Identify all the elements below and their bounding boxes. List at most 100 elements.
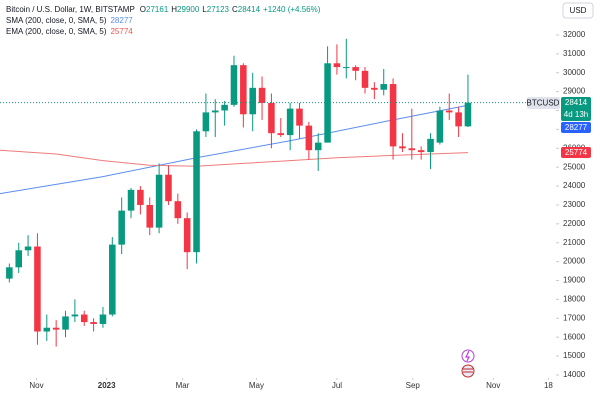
ohlc-value: 27123 — [207, 5, 230, 14]
y-tick-label: 29000 — [563, 87, 586, 96]
candle-body — [174, 201, 182, 219]
candle-body — [15, 250, 22, 268]
x-tick-label: Mar — [176, 381, 190, 390]
candle-body — [436, 110, 444, 143]
candle-body — [417, 150, 425, 153]
x-tick-label: Nov — [29, 381, 43, 390]
flag-icon[interactable] — [461, 364, 475, 378]
x-tick-label: Sep — [406, 381, 421, 390]
chart-title: Bitcoin / U.S. Dollar, 1W, BITSTAMP — [6, 5, 135, 14]
legend-value: 25774 — [110, 27, 133, 36]
ohlc-value: 29900 — [177, 5, 200, 14]
y-tick-label: 23000 — [563, 200, 586, 209]
candle-body — [109, 244, 116, 315]
candle-body — [127, 189, 135, 211]
candle-body — [43, 327, 51, 332]
legend-main: Bitcoin / U.S. Dollar, 1W, BITSTAMP O2716… — [6, 5, 321, 14]
currency-box[interactable] — [562, 2, 594, 19]
countdown: 4d 13h — [564, 110, 588, 119]
ohlc-label: L — [202, 5, 207, 14]
candle-body — [371, 87, 378, 90]
y-tick-label: 18000 — [563, 295, 586, 304]
candle-body — [296, 108, 303, 126]
candle-body — [445, 110, 453, 113]
price-box — [561, 97, 591, 121]
candle-body — [258, 87, 266, 103]
x-tick-label: Nov — [486, 381, 500, 390]
y-tick-label: 32000 — [563, 30, 586, 39]
candle-body — [240, 65, 247, 115]
candle-body — [455, 112, 462, 127]
sma-box — [561, 122, 591, 133]
symbol-box — [527, 97, 560, 109]
candle-body — [146, 204, 154, 228]
symbol: BTCUSD — [527, 99, 560, 108]
candle-body — [6, 267, 13, 279]
y-tick-label: 25000 — [563, 162, 586, 171]
x-tick-label: May — [249, 381, 264, 390]
candle-body — [343, 67, 350, 69]
ohlc-label: H — [171, 5, 177, 14]
candle-body — [333, 63, 341, 68]
candle-body — [62, 316, 69, 330]
candle-body — [380, 84, 388, 90]
legend-name: SMA (200, close, 0, SMA, 5) — [6, 16, 107, 25]
y-tick-label: 15000 — [563, 351, 586, 360]
candle-body — [352, 67, 359, 71]
y-tick-label: 20000 — [563, 257, 586, 266]
candle-body — [193, 131, 200, 253]
candle-body — [427, 138, 434, 153]
y-tick-label: 24000 — [563, 181, 586, 190]
ohlc-value: 27161 — [146, 5, 169, 14]
y-tick-label: 30000 — [563, 68, 586, 77]
candle-body — [71, 314, 79, 317]
event-icon-bolt — [465, 350, 470, 362]
price-label: 28414 — [565, 98, 588, 107]
legend-sma: SMA (200, close, 0, SMA, 5) 28277 — [6, 16, 133, 25]
y-tick-label: 17000 — [563, 313, 586, 322]
candle-body — [202, 112, 210, 132]
ohlc-label: O — [140, 5, 146, 14]
candle-body — [24, 246, 32, 251]
candle-body — [464, 102, 472, 127]
candle-body — [183, 218, 191, 253]
candle-body — [305, 125, 313, 151]
ohlc-label: C — [232, 5, 238, 14]
candle-body — [34, 246, 41, 332]
candle-body — [90, 322, 97, 324]
candle-body — [277, 133, 285, 136]
candle-body — [165, 174, 172, 202]
event-icon[interactable] — [461, 349, 475, 363]
y-tick-label: 19000 — [563, 276, 586, 285]
y-tick-label: 21000 — [563, 238, 586, 247]
candle-body — [221, 104, 228, 111]
candle-body — [408, 148, 416, 151]
candle-body — [230, 65, 238, 105]
y-tick-label: 22000 — [563, 219, 586, 228]
currency[interactable]: USD — [570, 6, 587, 15]
y-tick-label: 31000 — [563, 49, 586, 58]
candle-body — [52, 327, 60, 330]
candle-body — [268, 102, 275, 134]
y-tick-label: 16000 — [563, 332, 586, 341]
candle-body — [99, 314, 107, 324]
candle-body — [249, 87, 256, 115]
candle-body — [399, 146, 406, 149]
flag-icon-stripes — [463, 368, 473, 373]
sma-label: 28277 — [565, 123, 588, 132]
ohlc-value: 28414 — [238, 5, 261, 14]
candle-body — [137, 189, 144, 205]
overlay-line — [0, 104, 469, 195]
ema-box — [561, 147, 591, 158]
x-tick-label: 18 — [544, 381, 553, 390]
change: +1240 (+4.56%) — [263, 5, 321, 14]
y-tick-label: 14000 — [563, 370, 586, 379]
x-tick-label: 2023 — [98, 381, 116, 390]
candle-body — [286, 108, 294, 136]
candle-body — [155, 174, 163, 228]
candle-body — [211, 110, 219, 113]
candle-body — [361, 70, 369, 88]
candle-body — [314, 142, 322, 151]
